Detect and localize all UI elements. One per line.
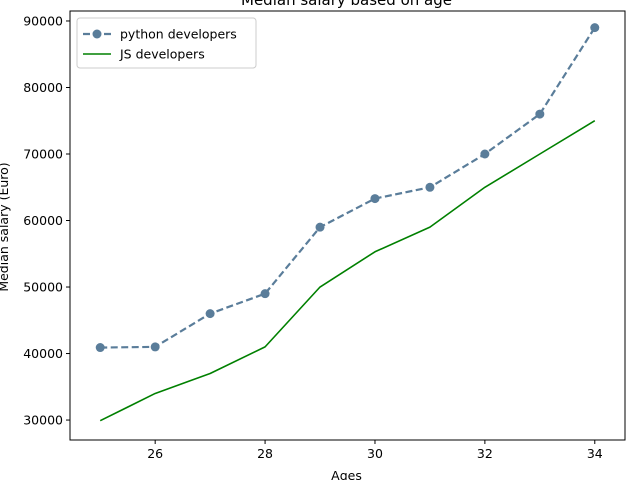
legend-label-0: python developers (120, 27, 237, 42)
x-tick-label: 28 (257, 446, 273, 461)
data-point (205, 309, 215, 319)
chart-title: Median salary based on age (241, 0, 452, 9)
x-tick-label: 30 (367, 446, 383, 461)
series-line-1 (99, 120, 596, 422)
axes-frame (69, 10, 626, 441)
plot-area (95, 23, 600, 422)
x-tick-label: 32 (477, 446, 493, 461)
y-tick-label: 30000 (23, 413, 63, 428)
series-line-0 (100, 27, 596, 349)
legend: python developers JS developers (76, 17, 257, 69)
x-tick-label: 34 (587, 446, 603, 461)
y-tick-label: 40000 (23, 346, 63, 361)
x-axis-title: Ages (331, 468, 362, 480)
y-tick-label: 70000 (23, 147, 63, 162)
data-point (95, 343, 105, 353)
data-point (315, 222, 325, 232)
y-axis-title: Median salary (Euro) (0, 162, 11, 291)
data-point (590, 23, 600, 33)
data-point (370, 194, 380, 204)
y-tick-label: 60000 (23, 213, 63, 228)
data-point (425, 182, 435, 192)
y-tick-label: 90000 (23, 13, 63, 28)
legend-box (76, 17, 257, 69)
legend-label-1: JS developers (119, 47, 205, 62)
legend-marker-0 (92, 29, 102, 39)
data-point (260, 289, 270, 299)
axes: 26 28 30 32 34 30000 40000 50000 60000 70000 80000… (23, 10, 626, 461)
x-tick-label: 26 (147, 446, 163, 461)
data-point (150, 342, 160, 352)
y-tick-label: 50000 (23, 280, 63, 295)
data-point (480, 149, 490, 159)
data-point (535, 109, 545, 119)
y-tick-label: 80000 (23, 80, 63, 95)
